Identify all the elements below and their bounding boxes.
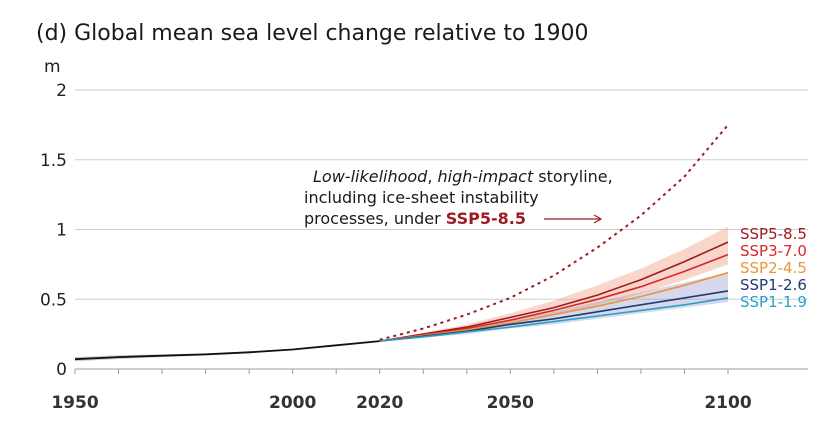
legend-ssp1-1-9: SSP1-1.9 (740, 293, 807, 311)
storyline-annotation: Low-likelihood, high-impact storyline, i… (304, 167, 613, 228)
historical-layer (74, 340, 380, 362)
projection-bands (379, 226, 728, 342)
historical-line (74, 340, 380, 361)
historical-band (75, 340, 380, 362)
storyline-dotted-line (379, 124, 729, 341)
grid-lines (74, 89, 808, 374)
series-line-ssp5-8-5 (379, 241, 729, 342)
x-tick-label-2100: 2100 (704, 393, 751, 413)
uncertainty-band-1 (379, 226, 728, 342)
y-axis-unit: m (44, 57, 61, 77)
y-tick-label-0-5: 0.5 (40, 290, 67, 310)
y-tick-label-1-5: 1.5 (40, 151, 67, 171)
series-line-ssp3-7-0 (379, 253, 729, 342)
y-tick-label-0: 0 (56, 360, 67, 380)
annotation-impact: high-impact (438, 167, 534, 186)
legend-ssp3-7-0: SSP3-7.0 (740, 242, 807, 260)
legend-ssp5-8-5: SSP5-8.5 (740, 225, 807, 243)
y-tick-label-1: 1 (56, 221, 67, 241)
annotation-line-3: processes, under SSP5-8.5 (304, 209, 526, 228)
y-tick-labels: 0 0.5 1 1.5 2 (40, 81, 67, 380)
y-tick-label-2: 2 (56, 81, 67, 101)
annotation-arrow-head (593, 214, 603, 224)
x-tick-label-2020: 2020 (356, 393, 403, 413)
annotation-line-2: including ice-sheet instability (304, 188, 539, 207)
projection-lines (379, 241, 729, 342)
x-tick-labels: 1950 2000 2020 2050 2100 (51, 393, 751, 413)
legend-ssp2-4-5: SSP2-4.5 (740, 259, 807, 277)
annotation-ssp585: SSP5-8.5 (446, 209, 526, 228)
uncertainty-band-2 (379, 272, 728, 342)
annotation-storyline: storyline, (533, 167, 613, 186)
annotation-processes: processes, under (304, 209, 446, 228)
storyline-layer (379, 124, 729, 341)
chart-title: (d) Global mean sea level change relativ… (36, 21, 588, 46)
legend-ssp1-2-6: SSP1-2.6 (740, 276, 807, 294)
x-tick-label-2050: 2050 (487, 393, 534, 413)
annotation-likelihood: Low-likelihood (313, 167, 428, 186)
annotation-line-1: Low-likelihood, high-impact storyline, (313, 167, 613, 186)
x-tick-label-1950: 1950 (51, 393, 98, 413)
annotation-separator: , (427, 167, 437, 186)
x-tick-label-2000: 2000 (269, 393, 316, 413)
series-line-ssp2-4-5 (379, 271, 729, 342)
series-line-ssp1-1-9 (379, 297, 729, 342)
